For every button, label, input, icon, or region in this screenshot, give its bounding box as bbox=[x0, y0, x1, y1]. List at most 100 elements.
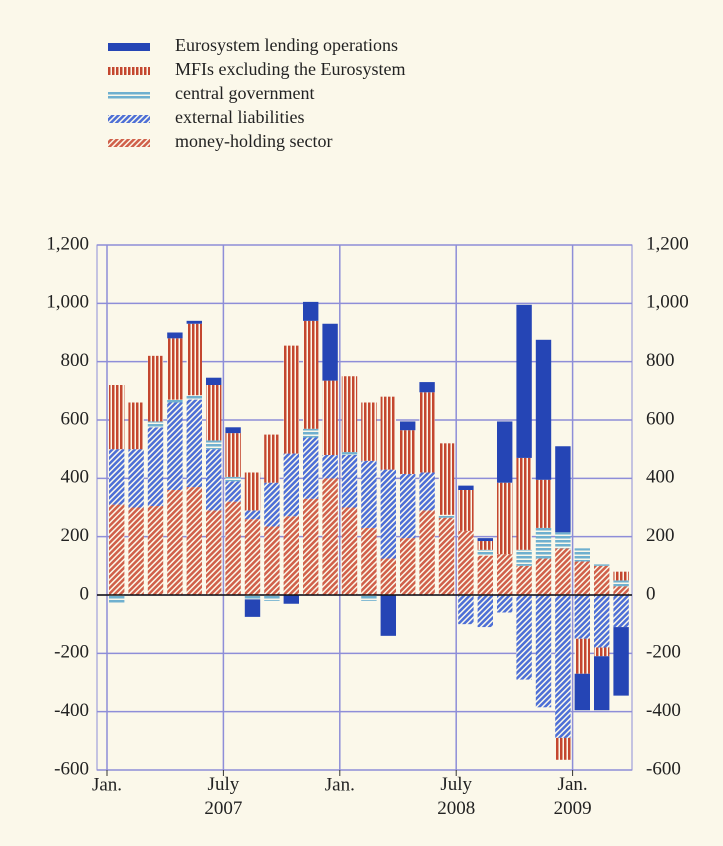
y-tick-label-right: 1,000 bbox=[646, 292, 689, 313]
bar-segment bbox=[574, 561, 590, 595]
bar-segment bbox=[555, 446, 571, 533]
bar-segment bbox=[516, 457, 532, 550]
bar-segment bbox=[438, 514, 455, 518]
bar-segment bbox=[400, 538, 416, 595]
bar-segment bbox=[497, 554, 513, 595]
bar-segment bbox=[477, 541, 493, 550]
bar-segment bbox=[477, 555, 493, 595]
bar-segment bbox=[477, 549, 493, 556]
bar-segment bbox=[535, 339, 552, 480]
bar-segment bbox=[264, 595, 280, 601]
bar-segment bbox=[322, 455, 338, 479]
bar-segment bbox=[341, 455, 358, 508]
bar-segment bbox=[361, 402, 377, 461]
y-tick-label-right: 0 bbox=[646, 583, 656, 604]
legend-label: external liabilities bbox=[175, 107, 304, 127]
bar-segment bbox=[341, 376, 358, 453]
bar-segment bbox=[244, 599, 261, 617]
bar-segment bbox=[283, 453, 299, 517]
bar-segment bbox=[225, 476, 241, 482]
bar-segment bbox=[206, 449, 222, 511]
bar-segment bbox=[380, 396, 396, 470]
bar-segment bbox=[322, 478, 338, 595]
bar-segment bbox=[516, 304, 532, 458]
bar-segment bbox=[244, 595, 261, 600]
y-tick-label: -200 bbox=[54, 642, 89, 663]
bar-segment bbox=[225, 427, 241, 434]
bar-segment bbox=[244, 510, 261, 520]
bar-segment bbox=[186, 487, 202, 595]
bar-segment bbox=[303, 498, 319, 595]
bar-segment bbox=[206, 440, 222, 450]
bar-segment bbox=[594, 564, 610, 566]
legend-swatch bbox=[108, 91, 150, 99]
bar-segment bbox=[419, 382, 435, 393]
bar-segment bbox=[244, 472, 261, 511]
bar-segment bbox=[574, 595, 590, 639]
bar-segment bbox=[322, 380, 338, 455]
bar-segment bbox=[574, 548, 590, 562]
bar-segment bbox=[341, 452, 358, 455]
bar-segment bbox=[516, 595, 532, 680]
legend-swatch bbox=[108, 67, 150, 75]
y-tick-label: 0 bbox=[80, 583, 90, 604]
bar-segment bbox=[244, 519, 261, 595]
bar-segment bbox=[264, 526, 280, 595]
bar-segment bbox=[109, 595, 125, 604]
bar-segment bbox=[535, 479, 552, 528]
bar-segment bbox=[613, 580, 629, 587]
bar-segment bbox=[497, 421, 513, 483]
bar-segment bbox=[535, 558, 552, 595]
bar-segment bbox=[167, 399, 183, 403]
bar-segment bbox=[167, 402, 183, 490]
bar-segment bbox=[128, 507, 144, 595]
bar-segment bbox=[400, 421, 416, 431]
bar-segment bbox=[613, 586, 629, 595]
bar-segment bbox=[303, 320, 319, 429]
y-tick-label-right: 400 bbox=[646, 467, 675, 488]
y-tick-label: 1,200 bbox=[46, 233, 89, 254]
bar-segment bbox=[613, 627, 629, 696]
x-tick-label: July 2008 bbox=[437, 774, 475, 819]
x-tick-label: Jan. 2009 bbox=[554, 774, 592, 819]
bar-segment bbox=[167, 332, 183, 339]
y-tick-label: -600 bbox=[54, 758, 89, 779]
bar-segment bbox=[419, 472, 435, 511]
y-tick-label-right: 600 bbox=[646, 408, 675, 429]
bar-segment bbox=[264, 434, 280, 483]
bar-segment bbox=[361, 460, 377, 528]
legend-label: money-holding sector bbox=[175, 131, 332, 151]
y-tick-label: 600 bbox=[61, 408, 90, 429]
legend: Eurosystem lending operations MFIs exclud… bbox=[108, 35, 405, 151]
bar-segment bbox=[186, 323, 202, 396]
y-tick-label: -400 bbox=[54, 700, 89, 721]
x-tick-label: Jan. bbox=[325, 774, 355, 795]
bar-segment bbox=[419, 392, 435, 473]
bar-segment bbox=[380, 558, 396, 595]
bar-segment bbox=[574, 673, 590, 711]
y-tick-label: 800 bbox=[61, 350, 90, 371]
bar-segment bbox=[341, 507, 358, 595]
y-tick-label-right: 800 bbox=[646, 350, 675, 371]
bar-segment bbox=[419, 510, 435, 595]
bar-segment bbox=[109, 449, 125, 505]
bar-segment bbox=[283, 516, 299, 595]
bar-segment bbox=[516, 549, 532, 566]
x-tick-label: Jan. bbox=[92, 774, 122, 795]
bar-segment bbox=[361, 527, 377, 595]
bar-segment bbox=[555, 532, 571, 549]
x-tick-label: July 2007 bbox=[204, 774, 242, 819]
bar-segment bbox=[400, 473, 416, 539]
bar-segment bbox=[109, 504, 125, 595]
bar-segment bbox=[283, 345, 299, 454]
legend-swatch bbox=[108, 139, 150, 147]
bar-segment bbox=[497, 595, 513, 613]
bar-segment bbox=[225, 433, 241, 477]
y-tick-label-right: 200 bbox=[646, 525, 675, 546]
bar-segment bbox=[458, 485, 474, 490]
bar-segment bbox=[497, 482, 513, 555]
bar-segment bbox=[535, 595, 552, 708]
bar-segment bbox=[186, 320, 202, 324]
bar-segment bbox=[186, 395, 202, 400]
